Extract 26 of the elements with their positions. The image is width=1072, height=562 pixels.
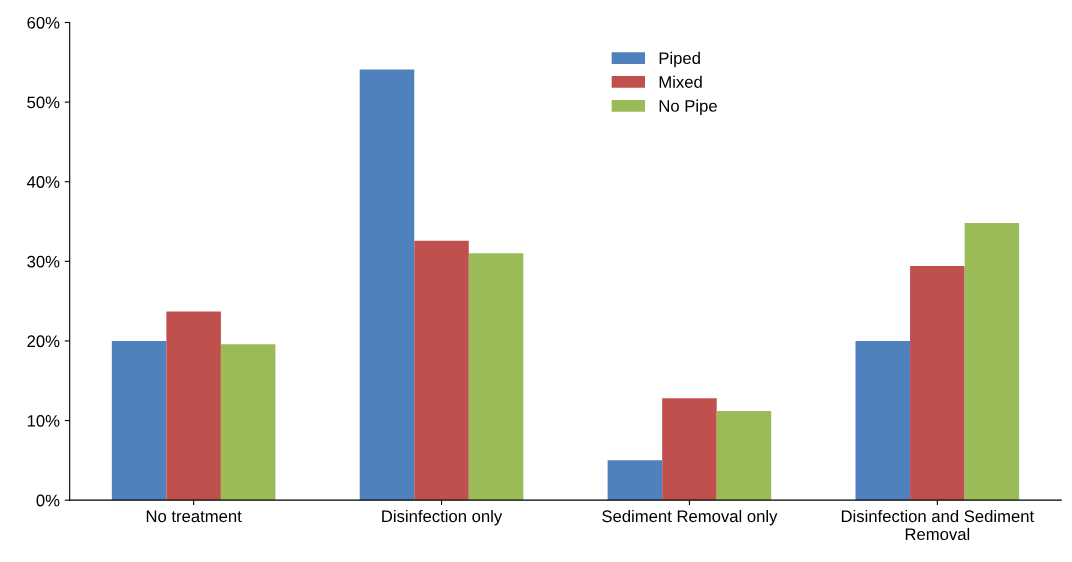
y-tick-label: 20% bbox=[27, 335, 60, 348]
x-tick-label: Sediment Removal only bbox=[602, 509, 778, 526]
bar bbox=[468, 253, 524, 501]
bar bbox=[662, 398, 717, 501]
y-tick-label: 30% bbox=[27, 255, 60, 268]
bar bbox=[716, 411, 772, 501]
bar bbox=[359, 69, 415, 501]
y-tick-label: 60% bbox=[27, 16, 60, 29]
legend-label: Piped bbox=[659, 51, 700, 68]
bar bbox=[220, 344, 276, 501]
y-tick-label: 10% bbox=[27, 414, 60, 427]
bar bbox=[111, 340, 167, 501]
bar bbox=[607, 460, 663, 501]
bar bbox=[414, 240, 469, 501]
x-tick-label: No treatment bbox=[146, 510, 242, 523]
legend-label: No Pipe bbox=[659, 99, 717, 116]
y-tick-label: 40% bbox=[26, 176, 60, 188]
bar bbox=[910, 266, 965, 501]
bar bbox=[166, 311, 221, 501]
bar bbox=[964, 223, 1020, 501]
legend-label: Mixed bbox=[659, 75, 702, 88]
bar bbox=[855, 340, 911, 501]
y-tick-label: 50% bbox=[27, 96, 60, 109]
x-tick-label: Disinfection and Sediment Removal bbox=[841, 509, 1035, 541]
x-tick-label: Disinfection only bbox=[382, 509, 503, 526]
y-tick-label: 0% bbox=[36, 494, 60, 507]
